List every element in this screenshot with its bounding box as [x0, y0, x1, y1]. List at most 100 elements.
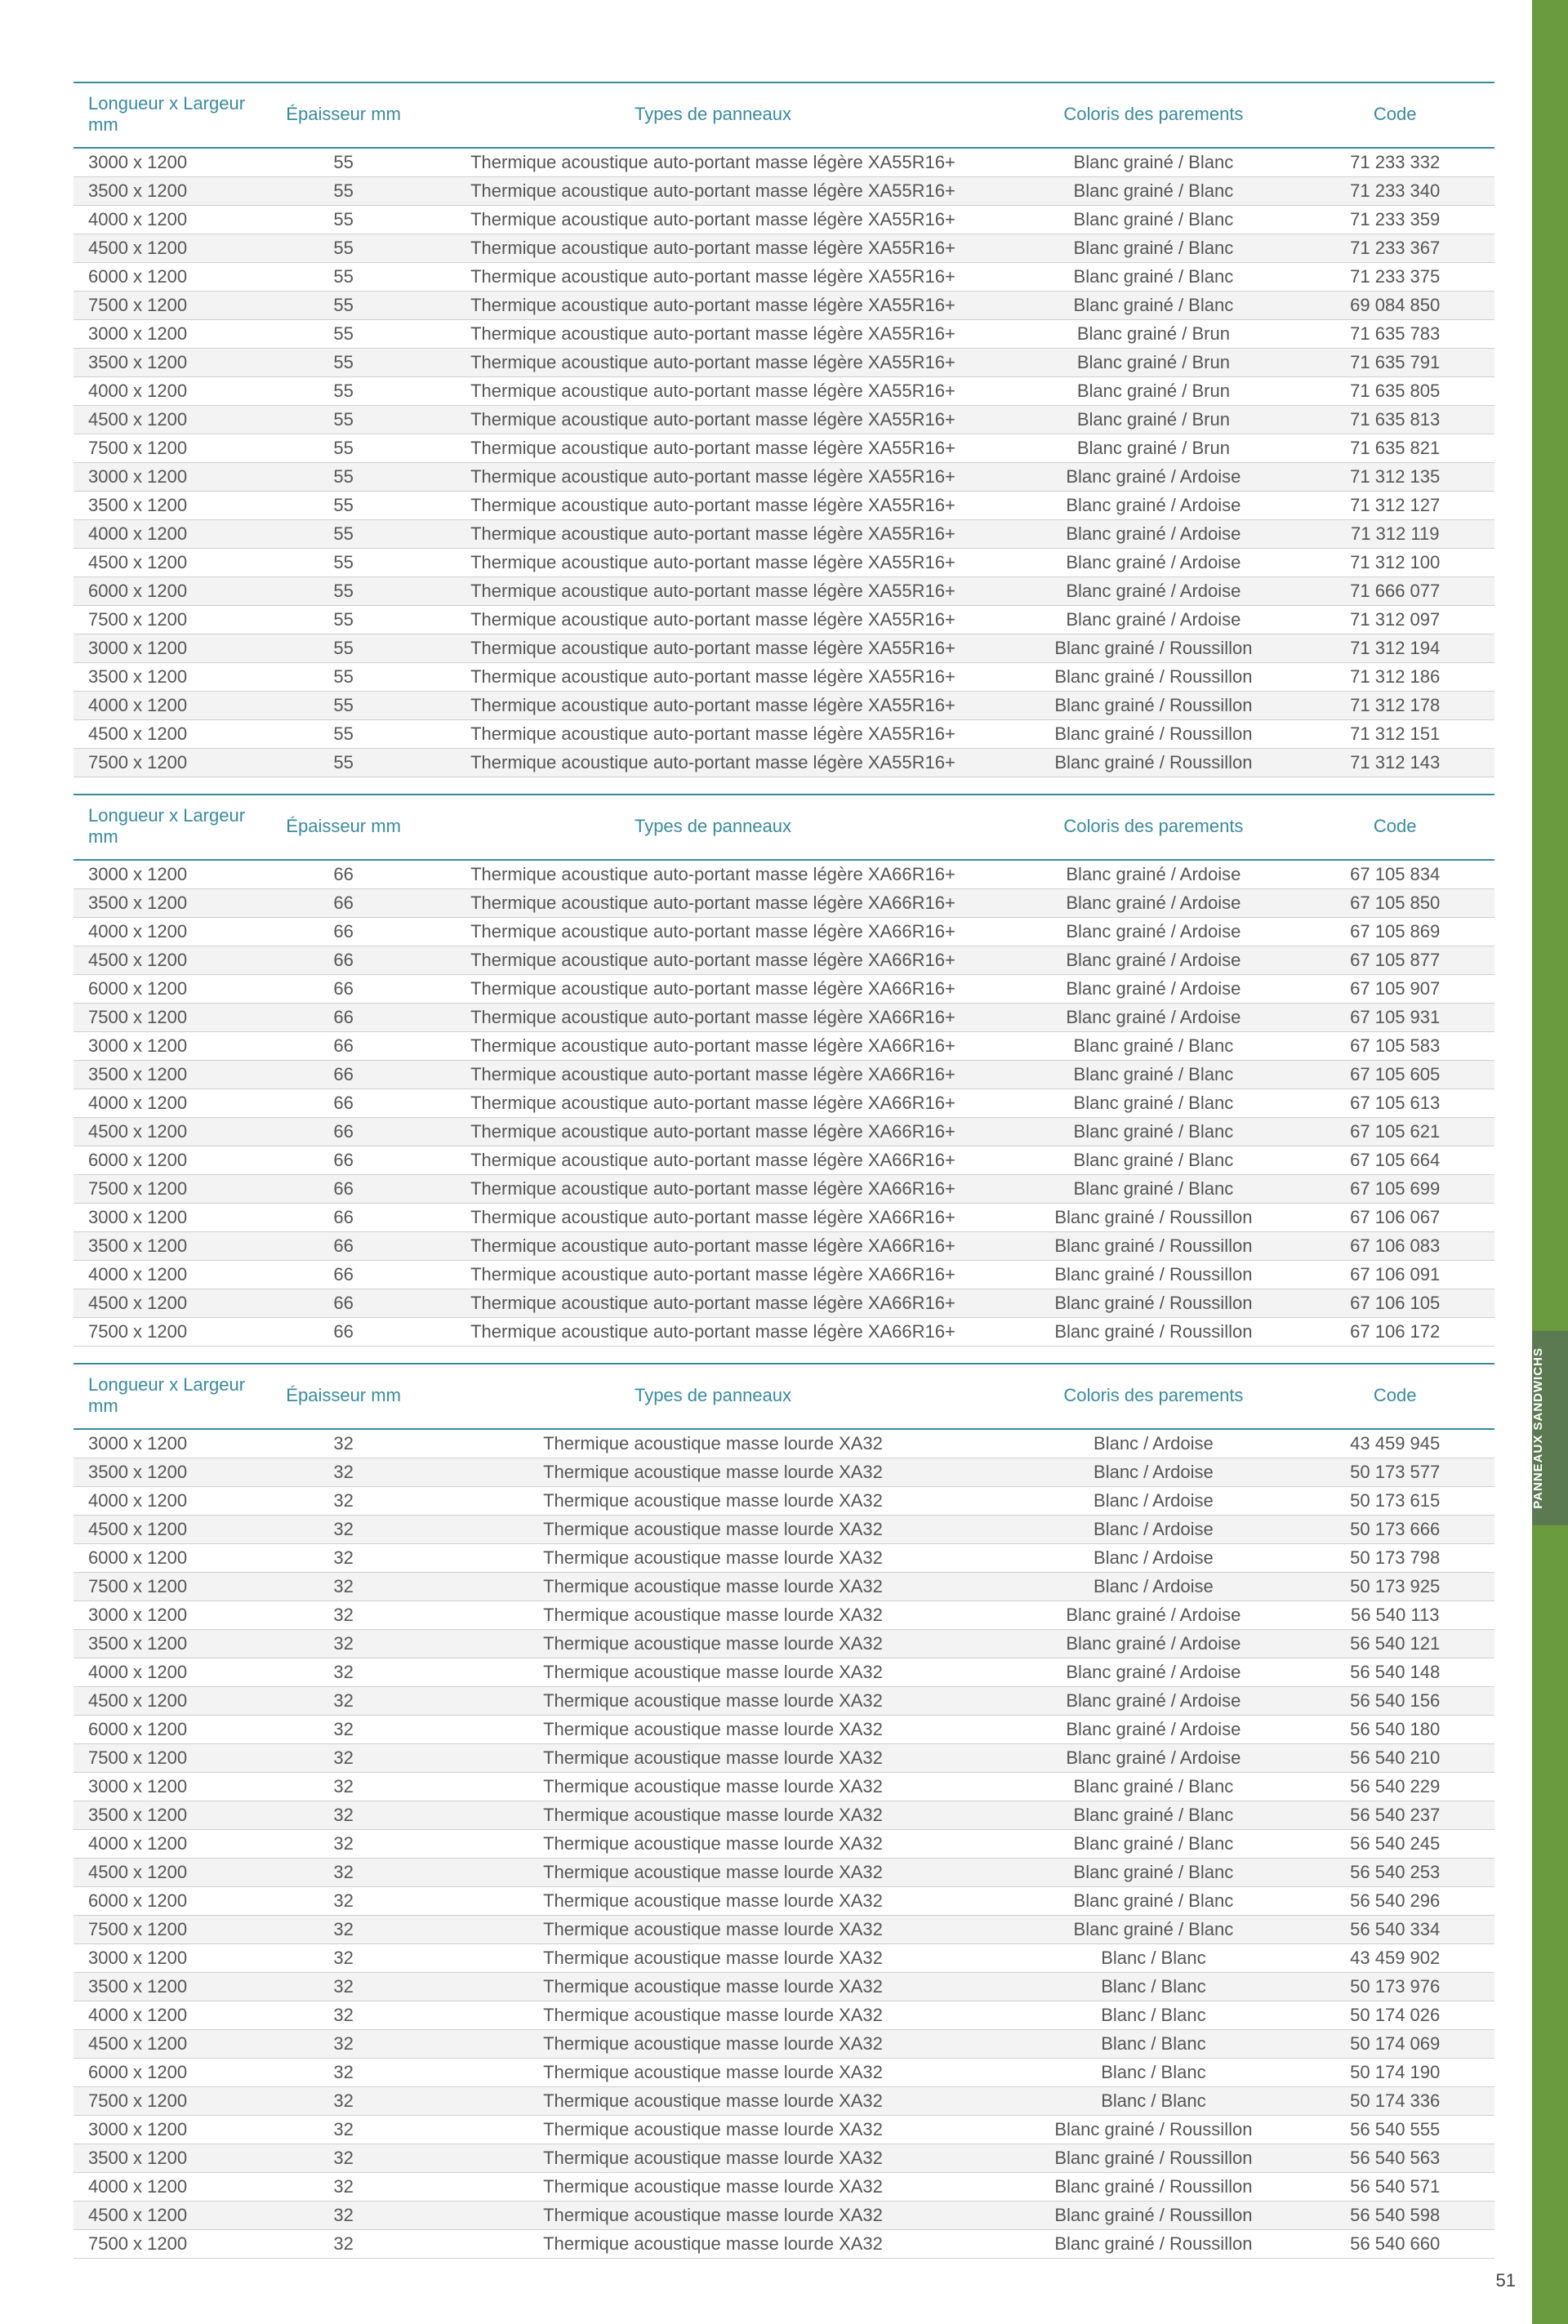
table-row: 3500 x 120055Thermique acoustique auto-p… [74, 492, 1494, 520]
cell-type: Thermique acoustique masse lourde XA32 [415, 1944, 1012, 1973]
cell-code: 69 084 850 [1295, 292, 1494, 320]
cell-ep: 55 [273, 406, 415, 434]
cell-dim: 4500 x 1200 [74, 1687, 273, 1716]
cell-dim: 6000 x 1200 [74, 577, 273, 606]
cell-ep: 55 [273, 634, 415, 663]
cell-dim: 3500 x 1200 [74, 2144, 273, 2173]
cell-coloris: Blanc grainé / Blanc [1011, 1032, 1295, 1061]
cell-dim: 4000 x 1200 [74, 377, 273, 406]
cell-coloris: Blanc grainé / Brun [1011, 434, 1295, 463]
cell-coloris: Blanc / Blanc [1011, 2059, 1295, 2087]
cell-type: Thermique acoustique masse lourde XA32 [415, 2030, 1012, 2059]
cell-type: Thermique acoustique masse lourde XA32 [415, 1830, 1012, 1859]
cell-coloris: Blanc / Ardoise [1011, 1516, 1295, 1544]
cell-code: 56 540 156 [1295, 1687, 1494, 1716]
cell-code: 67 105 583 [1295, 1032, 1494, 1061]
header-coloris: Coloris des parements [1011, 82, 1295, 148]
cell-dim: 3000 x 1200 [74, 634, 273, 663]
table-row: 4500 x 120032Thermique acoustique masse … [74, 1859, 1494, 1887]
cell-dim: 3000 x 1200 [74, 1032, 273, 1061]
cell-code: 67 106 172 [1295, 1318, 1494, 1347]
cell-dim: 6000 x 1200 [74, 1716, 273, 1744]
cell-code: 50 173 925 [1295, 1573, 1494, 1601]
table-row: 3000 x 120032Thermique acoustique masse … [74, 1429, 1494, 1458]
cell-coloris: Blanc grainé / Roussillon [1011, 2116, 1295, 2144]
cell-dim: 6000 x 1200 [74, 975, 273, 1004]
cell-coloris: Blanc grainé / Blanc [1011, 148, 1295, 177]
cell-type: Thermique acoustique auto-portant masse … [415, 606, 1012, 634]
cell-type: Thermique acoustique auto-portant masse … [415, 1318, 1012, 1347]
cell-code: 71 312 097 [1295, 606, 1494, 634]
page-number: 51 [1496, 2270, 1516, 2291]
cell-type: Thermique acoustique auto-portant masse … [415, 1032, 1012, 1061]
cell-ep: 32 [273, 1516, 415, 1544]
table-row: 4000 x 120066Thermique acoustique auto-p… [74, 918, 1494, 946]
header-dim: Longueur x Largeur mm [74, 1364, 273, 1429]
table-row: 7500 x 120066Thermique acoustique auto-p… [74, 1004, 1494, 1032]
cell-coloris: Blanc grainé / Brun [1011, 349, 1295, 377]
cell-dim: 7500 x 1200 [74, 1175, 273, 1204]
cell-ep: 32 [273, 1429, 415, 1458]
cell-type: Thermique acoustique masse lourde XA32 [415, 1801, 1012, 1830]
cell-coloris: Blanc / Ardoise [1011, 1544, 1295, 1573]
table-row: 6000 x 120032Thermique acoustique masse … [74, 1716, 1494, 1744]
cell-coloris: Blanc grainé / Blanc [1011, 177, 1295, 206]
cell-dim: 6000 x 1200 [74, 1146, 273, 1175]
spec-table: Longueur x Largeur mmÉpaisseur mmTypes d… [74, 82, 1494, 777]
cell-type: Thermique acoustique masse lourde XA32 [415, 2202, 1012, 2230]
cell-ep: 55 [273, 606, 415, 634]
cell-ep: 32 [273, 1687, 415, 1716]
cell-type: Thermique acoustique auto-portant masse … [415, 263, 1012, 292]
cell-code: 71 666 077 [1295, 577, 1494, 606]
cell-type: Thermique acoustique auto-portant masse … [415, 577, 1012, 606]
cell-ep: 55 [273, 520, 415, 549]
cell-type: Thermique acoustique auto-portant masse … [415, 1118, 1012, 1146]
cell-ep: 32 [273, 2001, 415, 2030]
cell-type: Thermique acoustique auto-portant masse … [415, 1204, 1012, 1232]
cell-ep: 55 [273, 549, 415, 577]
cell-coloris: Blanc / Blanc [1011, 2001, 1295, 2030]
cell-ep: 66 [273, 1204, 415, 1232]
cell-ep: 66 [273, 889, 415, 918]
cell-dim: 3500 x 1200 [74, 1973, 273, 2001]
cell-ep: 32 [273, 1773, 415, 1801]
cell-dim: 3500 x 1200 [74, 492, 273, 520]
cell-coloris: Blanc / Blanc [1011, 2087, 1295, 2116]
table-row: 3000 x 120055Thermique acoustique auto-p… [74, 148, 1494, 177]
table-row: 7500 x 120066Thermique acoustique auto-p… [74, 1318, 1494, 1347]
cell-ep: 32 [273, 1744, 415, 1773]
cell-dim: 3500 x 1200 [74, 1061, 273, 1089]
cell-code: 50 174 336 [1295, 2087, 1494, 2116]
cell-ep: 55 [273, 320, 415, 349]
cell-code: 71 312 194 [1295, 634, 1494, 663]
cell-type: Thermique acoustique auto-portant masse … [415, 292, 1012, 320]
cell-dim: 3000 x 1200 [74, 860, 273, 889]
cell-dim: 4000 x 1200 [74, 1261, 273, 1289]
cell-dim: 4000 x 1200 [74, 2001, 273, 2030]
tables-container: Longueur x Largeur mmÉpaisseur mmTypes d… [74, 82, 1494, 2259]
cell-coloris: Blanc grainé / Roussillon [1011, 2230, 1295, 2259]
cell-code: 67 105 605 [1295, 1061, 1494, 1089]
cell-code: 56 540 121 [1295, 1630, 1494, 1658]
table-row: 4500 x 120032Thermique acoustique masse … [74, 2030, 1494, 2059]
cell-code: 56 540 598 [1295, 2202, 1494, 2230]
cell-type: Thermique acoustique masse lourde XA32 [415, 1429, 1012, 1458]
cell-code: 56 540 555 [1295, 2116, 1494, 2144]
table-row: 6000 x 120032Thermique acoustique masse … [74, 1887, 1494, 1916]
cell-dim: 4000 x 1200 [74, 1658, 273, 1687]
cell-dim: 6000 x 1200 [74, 1544, 273, 1573]
cell-code: 71 635 821 [1295, 434, 1494, 463]
cell-dim: 7500 x 1200 [74, 1318, 273, 1347]
cell-coloris: Blanc grainé / Brun [1011, 320, 1295, 349]
table-row: 4000 x 120066Thermique acoustique auto-p… [74, 1261, 1494, 1289]
cell-type: Thermique acoustique auto-portant masse … [415, 406, 1012, 434]
cell-dim: 7500 x 1200 [74, 606, 273, 634]
cell-code: 71 312 143 [1295, 749, 1494, 777]
table-row: 7500 x 120032Thermique acoustique masse … [74, 1916, 1494, 1944]
cell-ep: 32 [273, 1716, 415, 1744]
cell-coloris: Blanc grainé / Roussillon [1011, 634, 1295, 663]
cell-type: Thermique acoustique auto-portant masse … [415, 520, 1012, 549]
cell-code: 50 173 666 [1295, 1516, 1494, 1544]
cell-dim: 7500 x 1200 [74, 2087, 273, 2116]
cell-dim: 4000 x 1200 [74, 520, 273, 549]
